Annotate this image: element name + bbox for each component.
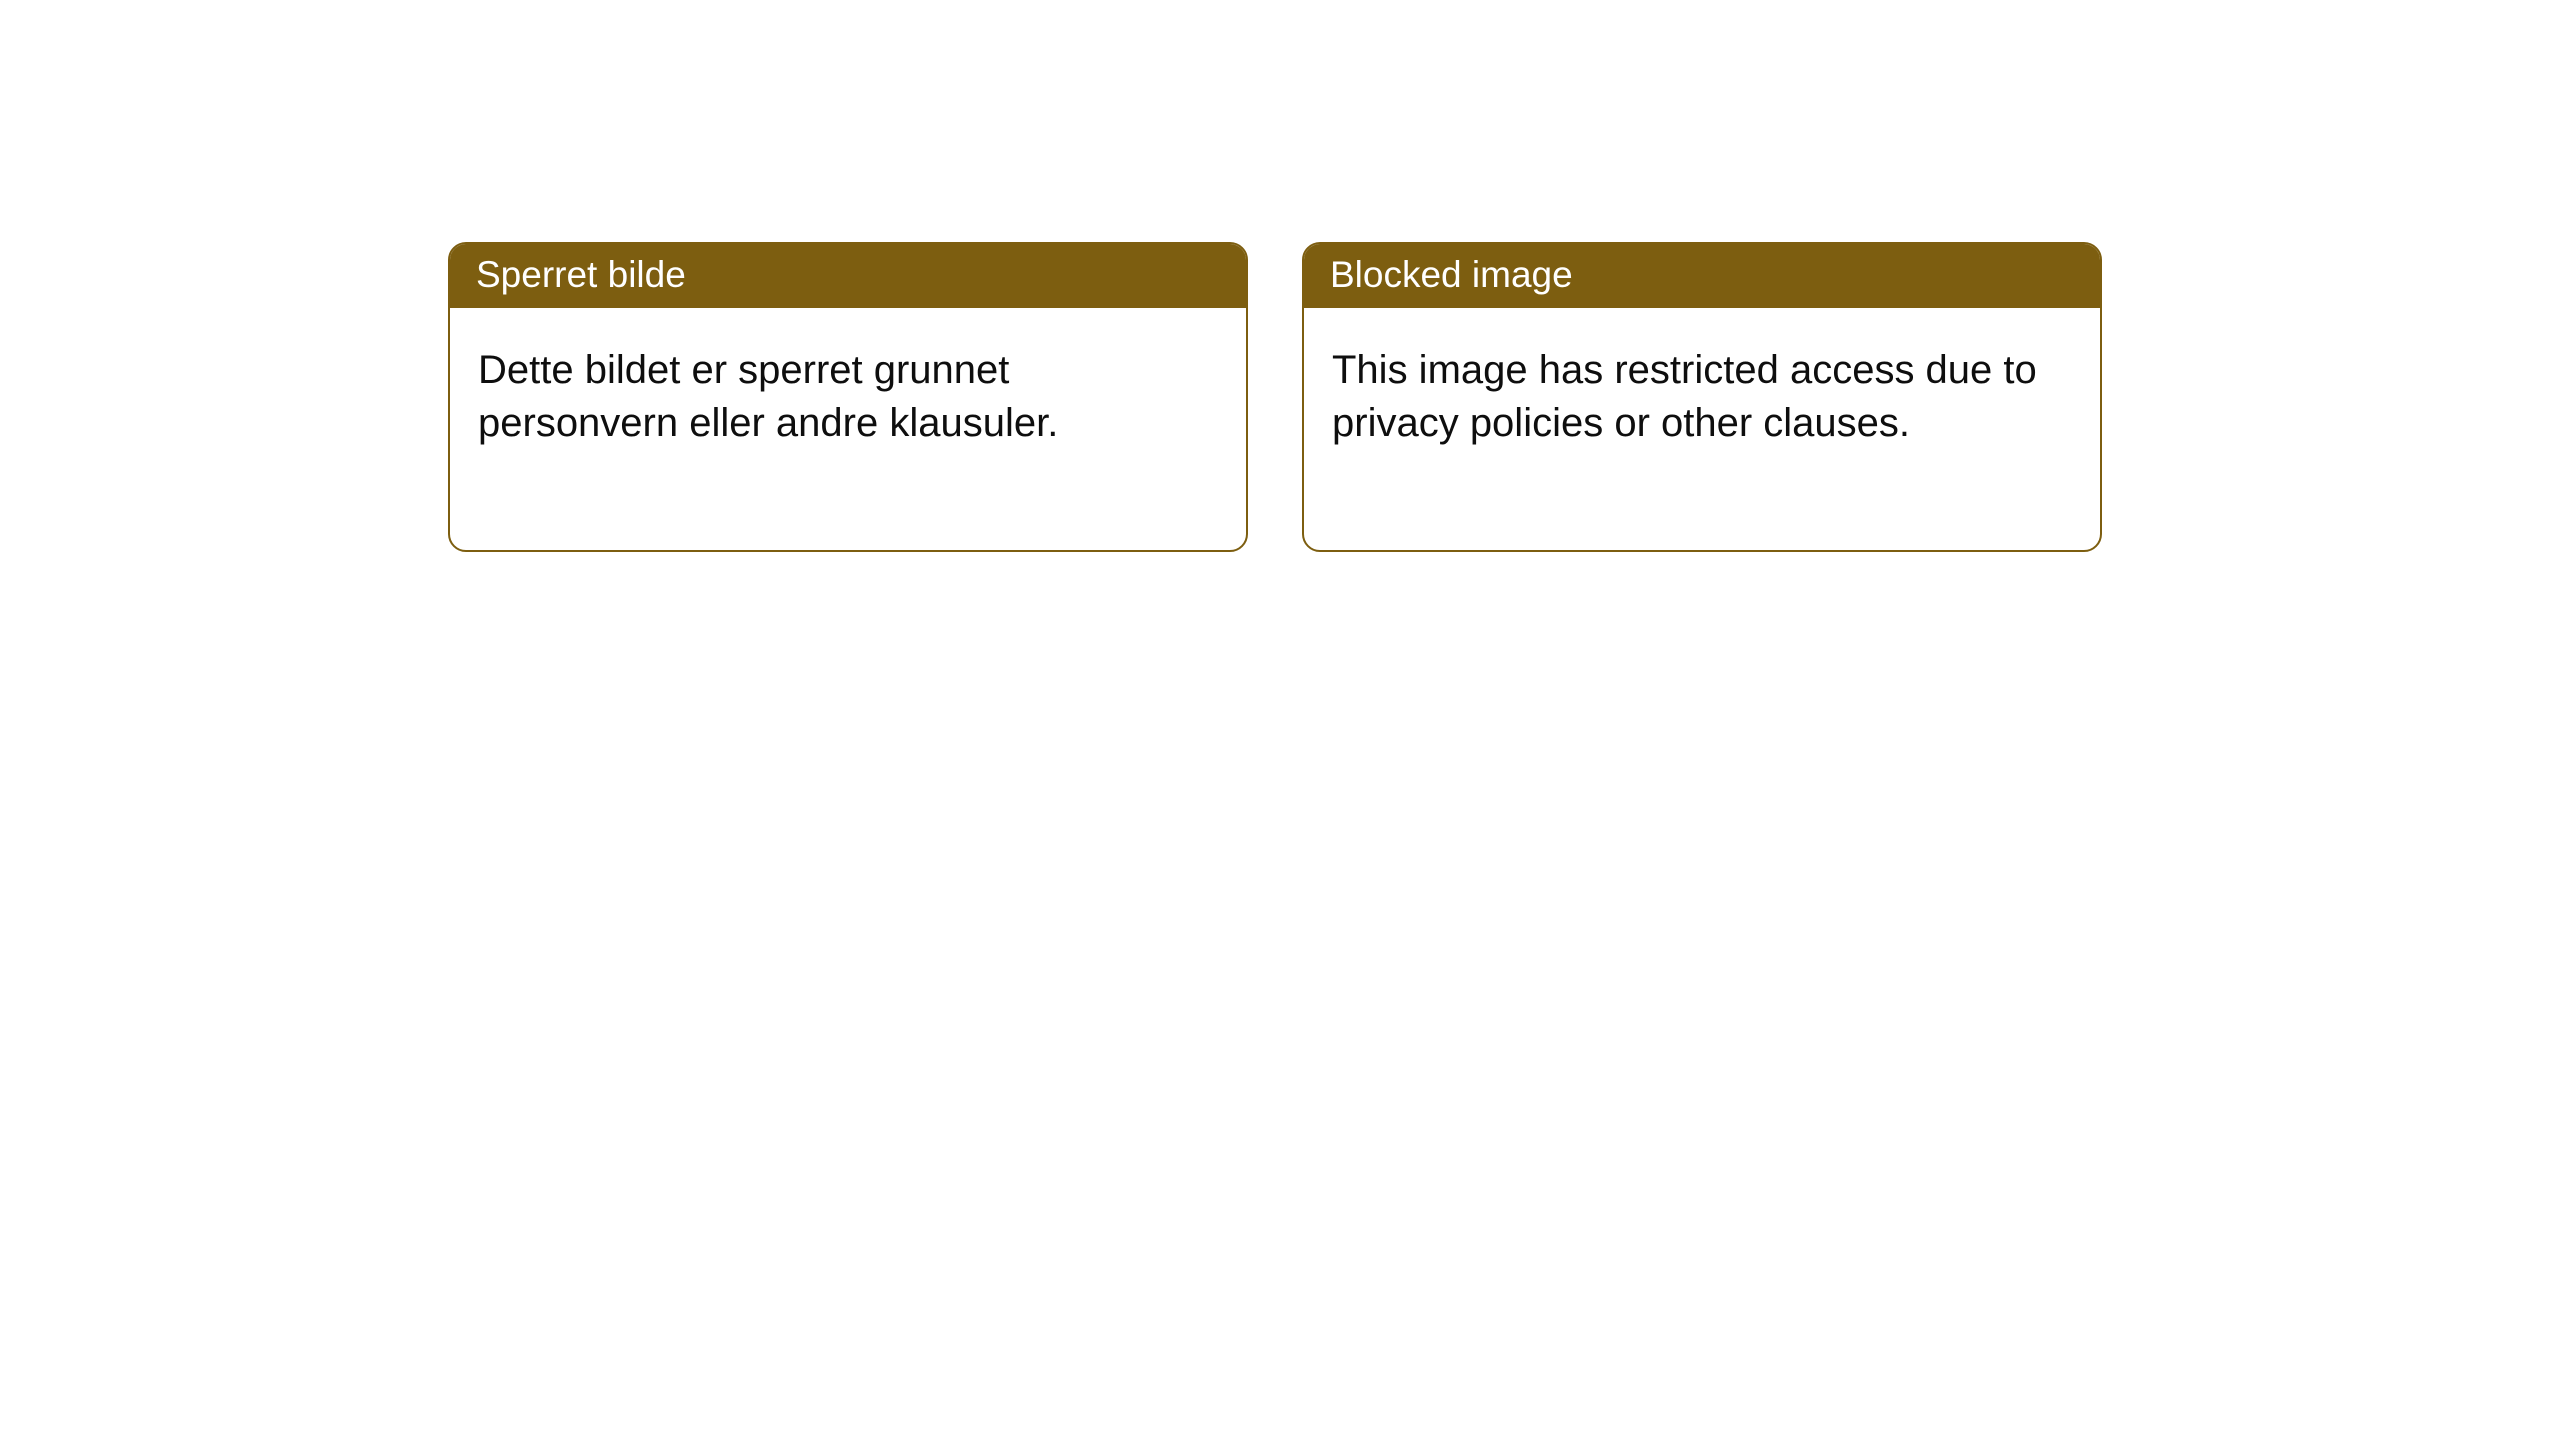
card-body: Dette bildet er sperret grunnet personve… xyxy=(450,308,1246,550)
card-message: This image has restricted access due to … xyxy=(1332,348,2037,445)
card-header: Sperret bilde xyxy=(450,244,1246,308)
card-header: Blocked image xyxy=(1304,244,2100,308)
card-message: Dette bildet er sperret grunnet personve… xyxy=(478,348,1058,445)
card-title: Blocked image xyxy=(1330,254,1573,295)
blocked-image-card-en: Blocked image This image has restricted … xyxy=(1302,242,2102,552)
card-title: Sperret bilde xyxy=(476,254,686,295)
blocked-image-card-no: Sperret bilde Dette bildet er sperret gr… xyxy=(448,242,1248,552)
card-body: This image has restricted access due to … xyxy=(1304,308,2100,550)
notice-cards-container: Sperret bilde Dette bildet er sperret gr… xyxy=(448,242,2102,552)
